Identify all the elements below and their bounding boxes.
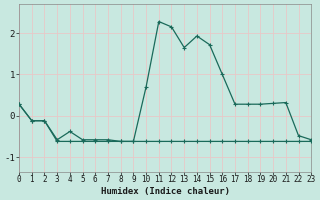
X-axis label: Humidex (Indice chaleur): Humidex (Indice chaleur): [101, 187, 230, 196]
